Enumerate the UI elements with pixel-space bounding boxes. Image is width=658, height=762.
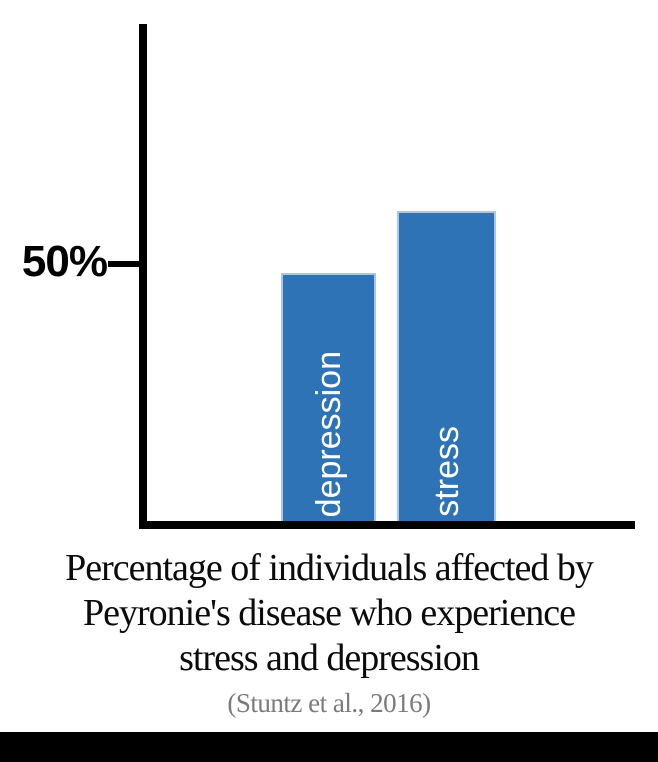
caption-line-1: Percentage of individuals affected by [65,547,594,589]
bottom-black-strip [0,732,658,762]
chart-caption: Percentage of individuals affected by Pe… [0,546,658,718]
y-axis-line [139,24,147,529]
x-axis-line [139,521,635,529]
source-citation: (Stuntz et al., 2016) [227,688,431,718]
caption-line-3: stress and depression [179,637,480,679]
y-axis-tick-label: 50% [21,237,108,286]
bar-label-depression: depression [309,350,348,517]
bar-depression: depression [281,273,376,523]
caption-line-2: Peyronie's disease who experience [83,592,576,634]
y-axis-tick-50 [108,261,141,267]
bar-stress: stress [397,211,496,523]
bar-label-stress: stress [427,426,466,517]
